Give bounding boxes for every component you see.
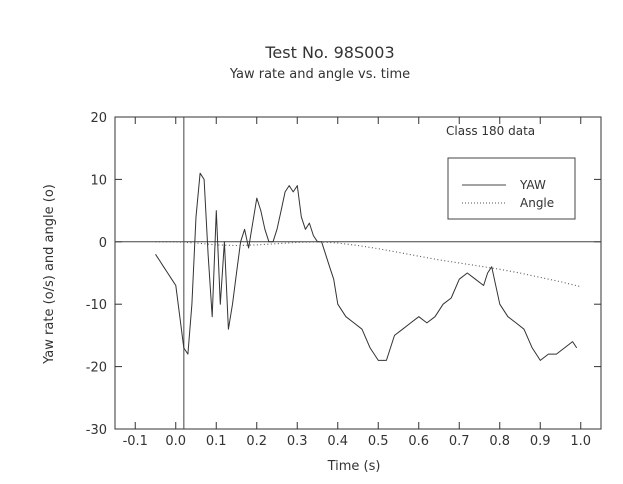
zero-reference-lines (115, 117, 601, 429)
x-tick-label: 0.3 (287, 434, 308, 449)
series-line-yaw (155, 172, 578, 361)
legend-angle-label: Angle (520, 196, 554, 210)
x-tick-label: 1.0 (570, 434, 591, 449)
class-180-annotation: Class 180 data (446, 124, 535, 138)
y-tick-label: 20 (90, 111, 107, 126)
x-axis-ticks: -0.1 0.0 0.1 0.2 0.3 0.4 0.5 0.6 0.7 0.8 0.9 1.0 (123, 117, 591, 449)
x-tick-label: 0.4 (327, 434, 348, 449)
x-axis-label: Time (s) (327, 459, 381, 474)
y-tick-label: -20 (86, 361, 107, 376)
x-tick-label: 0.6 (408, 434, 429, 449)
x-tick-label: 0.1 (206, 434, 227, 449)
chart-title: Test No. 98S003 (264, 43, 394, 62)
x-tick-label: 0.7 (449, 434, 470, 449)
y-tick-label: 0 (99, 236, 107, 251)
y-tick-label: 10 (90, 173, 107, 188)
legend-yaw-label: YAW (519, 178, 546, 192)
chart-subtitle: Yaw rate and angle vs. time (229, 67, 410, 82)
plot-area-border (114, 116, 602, 430)
x-tick-label: 0.8 (489, 434, 510, 449)
x-tick-label: 0.2 (246, 434, 267, 449)
x-tick-label: 0.5 (368, 434, 389, 449)
series-layer (155, 172, 581, 361)
x-tick-label: 0.9 (530, 434, 551, 449)
y-axis-label: Yaw rate (o/s) and angle (o) (42, 184, 57, 365)
y-tick-label: -30 (86, 423, 107, 438)
legend: YAW Angle (447, 157, 576, 220)
y-tick-label: -10 (86, 298, 107, 313)
legend-box (447, 157, 576, 220)
x-tick-label: 0.0 (165, 434, 186, 449)
x-tick-label: -0.1 (123, 434, 148, 449)
plot-frame (114, 116, 602, 430)
